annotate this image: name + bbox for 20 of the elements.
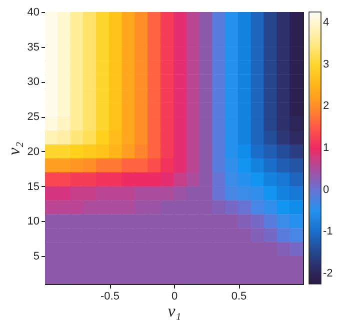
y-tick-label: 35: [27, 41, 40, 54]
x-tick-label: 0.5: [231, 290, 247, 302]
color-bar-label: -2: [323, 268, 333, 280]
color-bar-label: -1: [323, 226, 333, 238]
y-tick-label: 25: [27, 111, 40, 124]
x-axis-title: v₁: [168, 302, 182, 320]
y-tick-label: 10: [27, 216, 40, 228]
color-bar-label: 0: [323, 184, 330, 196]
y-tick-label: 40: [27, 6, 40, 18]
color-bar-label: 3: [323, 58, 330, 70]
y-tick-label: 30: [27, 76, 40, 88]
color-bar-label: 4: [323, 16, 330, 28]
y-axis-title: v₂: [4, 142, 24, 156]
color-bar-label: 2: [323, 100, 330, 112]
color-bar-label: 1: [323, 142, 330, 154]
y-tick-label: 5: [33, 250, 40, 263]
x-tick-label: -0.5: [100, 290, 120, 302]
y-tick-label: 15: [27, 180, 40, 193]
y-tick-label: 20: [27, 146, 40, 158]
x-tick-label: 0: [171, 290, 178, 302]
